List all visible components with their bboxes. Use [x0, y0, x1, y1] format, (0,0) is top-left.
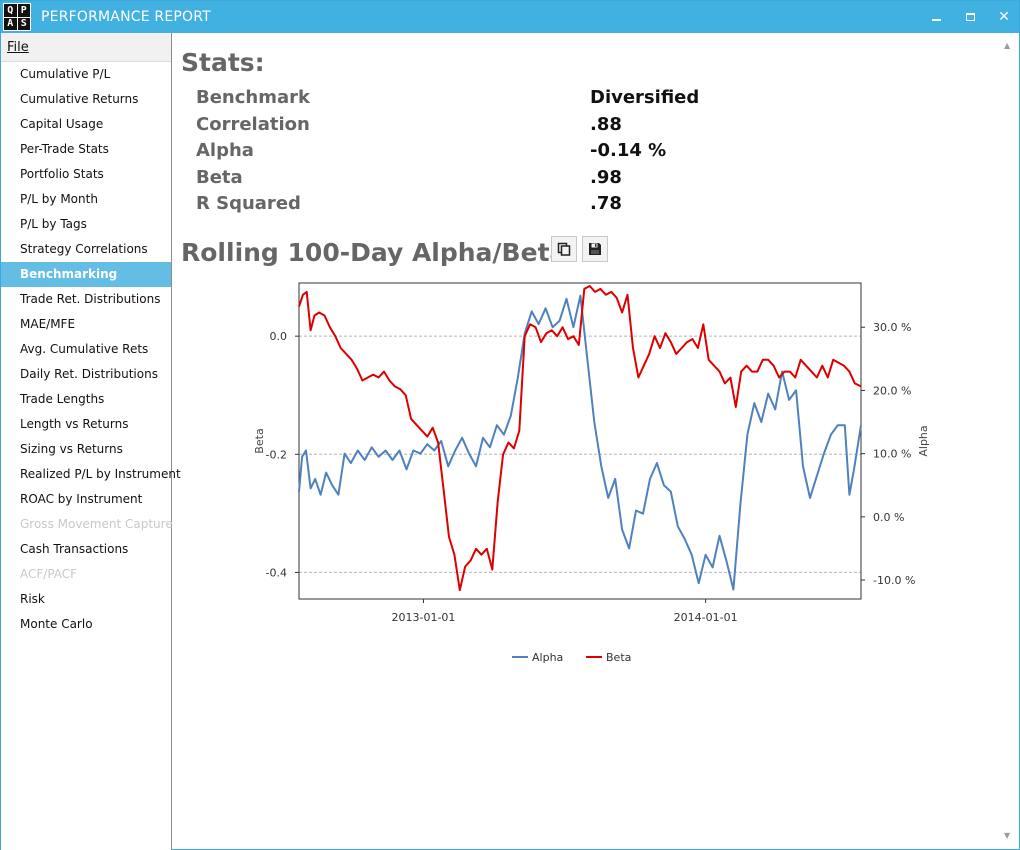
stat-row-correlation: Correlation .88 [196, 114, 716, 141]
maximize-icon [965, 13, 975, 21]
copy-icon [557, 242, 571, 256]
maximize-button[interactable] [953, 1, 987, 33]
scroll-up-icon[interactable]: ▲ [1004, 41, 1011, 50]
logo-letter: P [17, 4, 30, 17]
logo-letter: S [17, 17, 30, 30]
sidebar-item-roac-by-instrument[interactable]: ROAC by Instrument [20, 492, 143, 506]
stat-label: Alpha [196, 140, 254, 162]
save-icon [589, 243, 601, 255]
legend-label-alpha: Alpha [532, 651, 563, 664]
alpha-beta-chart-svg: 0.0 -0.2 -0.4 30.0 % 20.0 % 10.0 % 0.0 % -10.0 … [253, 282, 930, 664]
stat-value: .88 [590, 113, 622, 135]
sidebar-item-length-vs-returns[interactable]: Length vs Returns [20, 417, 129, 431]
logo-letter: Q [4, 4, 17, 17]
stats-heading: Stats: [181, 48, 265, 77]
sidebar-item-sizing-vs-returns[interactable]: Sizing vs Returns [20, 442, 123, 456]
series-line-beta [298, 285, 862, 592]
sidebar-item-benchmarking[interactable]: Benchmarking [1, 262, 171, 287]
stat-value: -0.14 % [590, 140, 667, 162]
x-axis-tick-label: 2013-01-01 [391, 611, 455, 624]
left-axis-tick-label: -0.2 [266, 448, 287, 461]
minimize-icon [931, 19, 941, 21]
file-menu[interactable]: File [7, 40, 29, 55]
sidebar-item-acf-pacf: ACF/PACF [20, 567, 78, 581]
sidebar-item-daily-ret-distributions[interactable]: Daily Ret. Distributions [20, 367, 158, 381]
report-nav-list: Cumulative P/L Cumulative Returns Capital … [1, 62, 181, 637]
stat-label: Benchmark [196, 87, 310, 108]
close-button[interactable]: ✕ [987, 1, 1020, 33]
save-chart-button[interactable] [582, 236, 608, 262]
stat-value: .78 [590, 193, 622, 215]
sidebar-item-gross-movement-capture: Gross Movement Capture [20, 517, 173, 531]
right-axis-label: Alpha [917, 425, 930, 456]
sidebar: File Cumulative P/L Cumulative Returns Cap… [1, 33, 181, 850]
sidebar-item-cumulative-returns[interactable]: Cumulative Returns [20, 92, 139, 106]
sidebar-item-cumulative-p-l[interactable]: Cumulative P/L [20, 67, 111, 81]
series-line-alpha [298, 294, 862, 591]
sidebar-item-trade-ret-distributions[interactable]: Trade Ret. Distributions [20, 292, 161, 306]
window-title: PERFORMANCE REPORT [41, 9, 211, 25]
menu-bar: File [1, 33, 171, 62]
plot-frame [298, 282, 862, 600]
right-axis-tick-label: 0.0 % [873, 511, 904, 524]
stat-row-alpha: Alpha -0.14 % [196, 140, 716, 167]
sidebar-item-cash-transactions[interactable]: Cash Transactions [20, 542, 129, 556]
minimize-button[interactable] [919, 1, 953, 33]
stat-value: .98 [590, 166, 622, 188]
right-axis-tick-label: -10.0 % [873, 574, 915, 587]
title-bar[interactable]: Q P A S PERFORMANCE REPORT ✕ [1, 1, 1019, 33]
stats-table: Benchmark Diversified Correlation .88 Al… [196, 87, 716, 220]
alpha-beta-chart: 0.0 -0.2 -0.4 30.0 % 20.0 % 10.0 % 0.0 % -10.0 … [251, 273, 931, 677]
app-logo: Q P A S [3, 3, 31, 31]
legend-label-beta: Beta [606, 651, 631, 664]
scroll-down-icon[interactable]: ▼ [1004, 831, 1011, 840]
left-axis-tick-label: -0.4 [266, 566, 287, 579]
chart-heading: Rolling 100-Day Alpha/Beta: [181, 238, 577, 267]
right-axis-tick-label: 20.0 % [873, 384, 911, 397]
x-axis-tick-label: 2014-01-01 [674, 611, 738, 624]
stat-label: R Squared [196, 193, 301, 215]
stat-row-beta: Beta .98 [196, 167, 716, 194]
sidebar-item-strategy-correlations[interactable]: Strategy Correlations [20, 242, 148, 256]
sidebar-item-p-l-by-tags[interactable]: P/L by Tags [20, 217, 87, 231]
stat-row-benchmark: Benchmark Diversified [196, 87, 716, 114]
stat-label: Correlation [196, 113, 310, 135]
main-content: ▲ ▼ Stats: Benchmark Diversified Correla… [173, 33, 1019, 850]
sidebar-item-capital-usage[interactable]: Capital Usage [20, 117, 104, 131]
sidebar-item-monte-carlo[interactable]: Monte Carlo [20, 617, 93, 631]
sidebar-item-risk[interactable]: Risk [20, 592, 45, 606]
right-axis-tick-label: 30.0 % [873, 321, 911, 334]
stat-value: Diversified [590, 87, 700, 108]
logo-letter: A [4, 17, 17, 30]
right-axis-tick-label: 10.0 % [873, 448, 911, 461]
sidebar-item-per-trade-stats[interactable]: Per-Trade Stats [20, 142, 109, 156]
sidebar-item-p-l-by-month[interactable]: P/L by Month [20, 192, 98, 206]
sidebar-item-portfolio-stats[interactable]: Portfolio Stats [20, 167, 104, 181]
sidebar-item-mae-mfe[interactable]: MAE/MFE [20, 317, 76, 331]
sidebar-item-realized-p-l-by-instrument[interactable]: Realized P/L by Instrument [20, 467, 181, 481]
left-axis-tick-label: 0.0 [270, 330, 288, 343]
stat-row-r-squared: R Squared .78 [196, 193, 716, 220]
stat-label: Beta [196, 166, 243, 188]
close-icon: ✕ [998, 9, 1010, 25]
sidebar-item-trade-lengths[interactable]: Trade Lengths [20, 392, 105, 406]
copy-chart-button[interactable] [551, 236, 577, 262]
left-axis-label: Beta [253, 428, 266, 453]
sidebar-item-avg-cumulative-rets[interactable]: Avg. Cumulative Rets [20, 342, 149, 356]
